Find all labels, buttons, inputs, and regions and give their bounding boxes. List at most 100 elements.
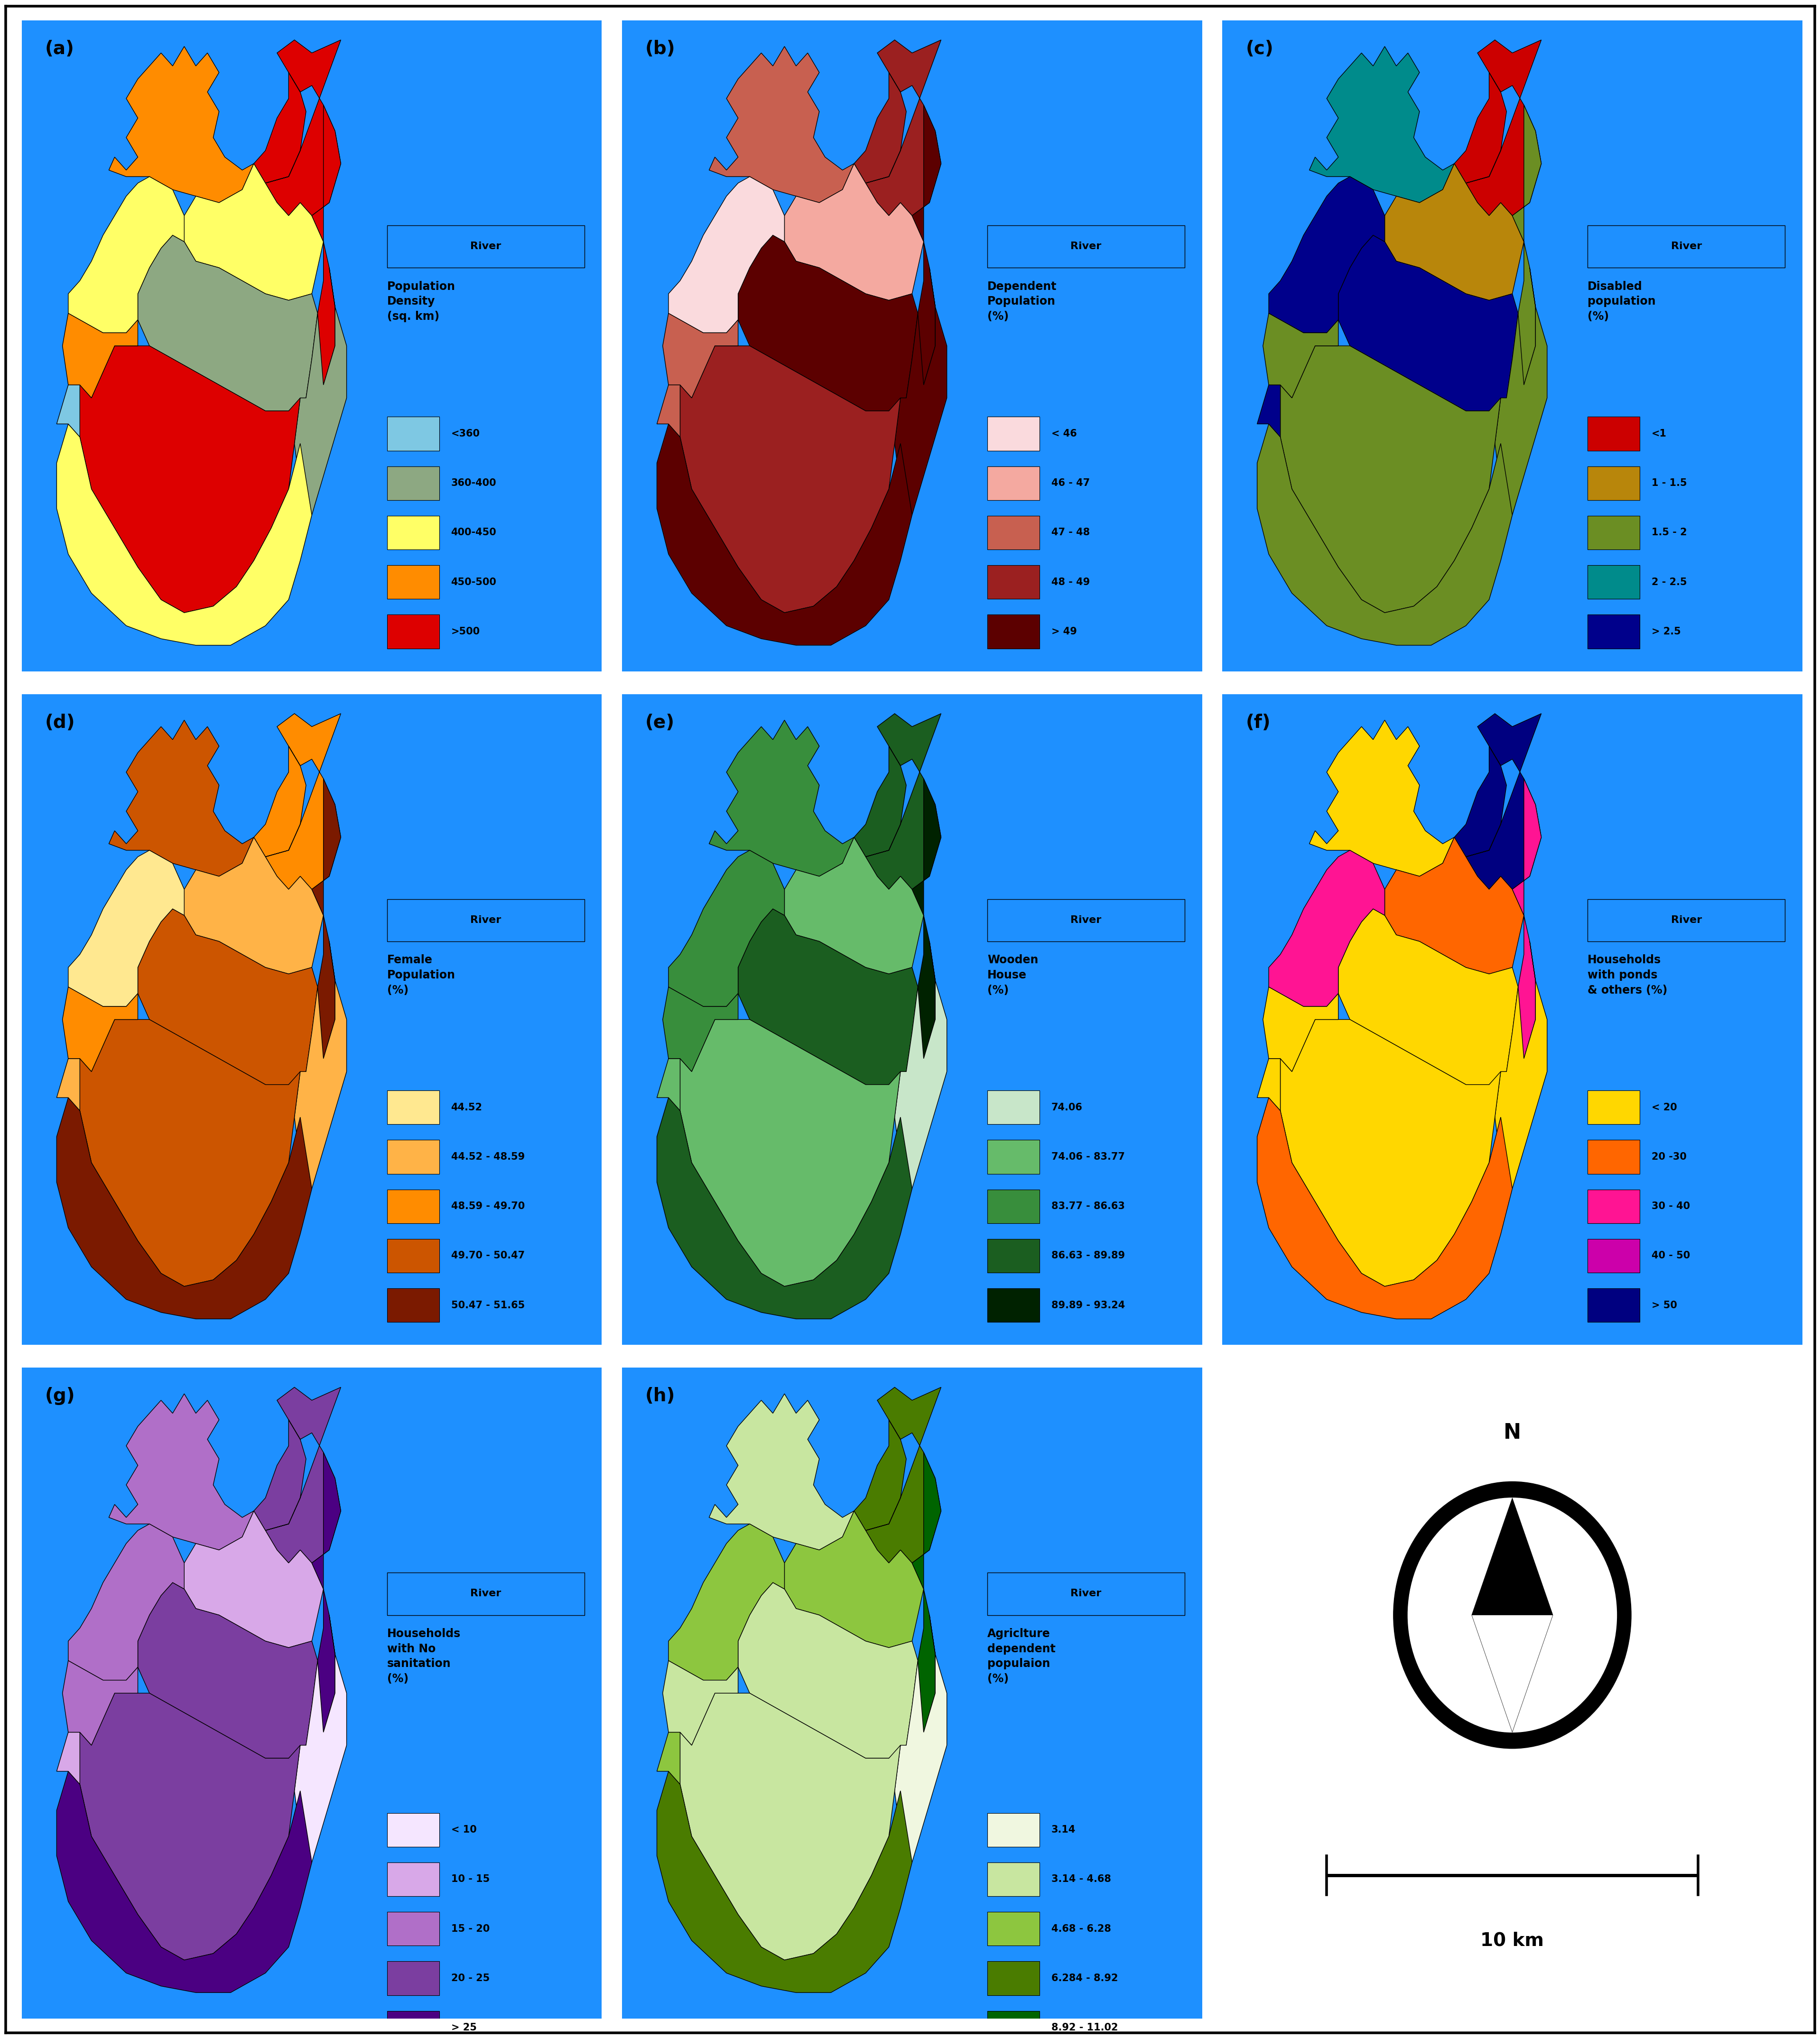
FancyBboxPatch shape	[1587, 1240, 1640, 1272]
Polygon shape	[1258, 424, 1512, 644]
FancyBboxPatch shape	[388, 1813, 439, 1847]
Polygon shape	[1221, 20, 1802, 671]
FancyBboxPatch shape	[1587, 614, 1640, 648]
Text: <360: <360	[451, 428, 480, 438]
Text: Wooden
House
(%): Wooden House (%)	[986, 954, 1037, 995]
Text: (a): (a)	[46, 41, 75, 57]
Polygon shape	[80, 347, 300, 612]
Text: Dependent
Population
(%): Dependent Population (%)	[986, 281, 1057, 322]
Text: 89.89 - 93.24: 89.89 - 93.24	[1050, 1301, 1125, 1309]
Text: 48 - 49: 48 - 49	[1050, 577, 1090, 587]
Polygon shape	[62, 314, 138, 398]
FancyBboxPatch shape	[1587, 467, 1640, 500]
Text: (e): (e)	[644, 714, 675, 732]
Text: < 20: < 20	[1651, 1103, 1676, 1111]
Polygon shape	[67, 177, 184, 332]
Text: 20 -30: 20 -30	[1651, 1152, 1685, 1162]
Text: Population
Density
(sq. km): Population Density (sq. km)	[388, 281, 455, 322]
Polygon shape	[894, 267, 946, 516]
Polygon shape	[67, 1523, 184, 1680]
Polygon shape	[1269, 177, 1385, 332]
Polygon shape	[56, 347, 115, 436]
Polygon shape	[67, 850, 184, 1007]
Text: 10 - 15: 10 - 15	[451, 1874, 490, 1884]
Text: 74.06 - 83.77: 74.06 - 83.77	[1050, 1152, 1125, 1162]
Text: 46 - 47: 46 - 47	[1050, 479, 1090, 487]
Polygon shape	[710, 47, 854, 202]
Polygon shape	[1263, 987, 1338, 1073]
Polygon shape	[622, 1368, 1201, 2019]
Polygon shape	[253, 41, 340, 216]
Polygon shape	[1338, 909, 1518, 1085]
Text: Agriclture
dependent
populaion
(%): Agriclture dependent populaion (%)	[986, 1627, 1056, 1684]
Polygon shape	[1309, 47, 1454, 202]
Text: 40 - 50: 40 - 50	[1651, 1252, 1689, 1260]
Text: 2 - 2.5: 2 - 2.5	[1651, 577, 1687, 587]
FancyBboxPatch shape	[986, 1189, 1039, 1223]
FancyBboxPatch shape	[1587, 416, 1640, 451]
Text: River: River	[1070, 916, 1101, 924]
Text: 3.14: 3.14	[1050, 1825, 1076, 1835]
Polygon shape	[1385, 838, 1523, 975]
Polygon shape	[184, 163, 324, 300]
Polygon shape	[109, 720, 253, 877]
Polygon shape	[784, 1511, 923, 1648]
Polygon shape	[854, 714, 941, 889]
Text: River: River	[1070, 1588, 1101, 1599]
Text: 50.47 - 51.65: 50.47 - 51.65	[451, 1301, 524, 1309]
FancyBboxPatch shape	[388, 467, 439, 500]
Polygon shape	[1385, 163, 1523, 300]
FancyBboxPatch shape	[1587, 226, 1784, 267]
FancyBboxPatch shape	[986, 226, 1185, 267]
Text: 74.06: 74.06	[1050, 1103, 1083, 1111]
FancyBboxPatch shape	[986, 1962, 1039, 1996]
Text: < 46: < 46	[1050, 428, 1076, 438]
Text: River: River	[1671, 241, 1702, 251]
FancyBboxPatch shape	[388, 416, 439, 451]
FancyBboxPatch shape	[388, 1240, 439, 1272]
Polygon shape	[657, 347, 715, 436]
FancyBboxPatch shape	[986, 565, 1039, 599]
Polygon shape	[295, 1615, 346, 1862]
Polygon shape	[854, 1387, 941, 1564]
Polygon shape	[1263, 314, 1338, 398]
Polygon shape	[906, 1452, 941, 1745]
Polygon shape	[710, 720, 854, 877]
FancyBboxPatch shape	[986, 1572, 1185, 1615]
Text: > 50: > 50	[1651, 1301, 1676, 1309]
Polygon shape	[894, 1615, 946, 1862]
Text: 44.52: 44.52	[451, 1103, 482, 1111]
Text: 49.70 - 50.47: 49.70 - 50.47	[451, 1252, 524, 1260]
Polygon shape	[681, 1692, 901, 1959]
Text: (g): (g)	[46, 1387, 75, 1405]
FancyBboxPatch shape	[986, 416, 1039, 451]
Polygon shape	[56, 1097, 311, 1319]
Text: 48.59 - 49.70: 48.59 - 49.70	[451, 1201, 524, 1211]
Text: N: N	[1503, 1423, 1522, 1444]
Polygon shape	[657, 424, 912, 644]
Text: Households
with ponds
& others (%): Households with ponds & others (%)	[1587, 954, 1667, 995]
Polygon shape	[295, 267, 346, 516]
FancyBboxPatch shape	[388, 1572, 584, 1615]
FancyBboxPatch shape	[388, 516, 439, 551]
FancyBboxPatch shape	[1587, 516, 1640, 551]
Polygon shape	[56, 1692, 115, 1784]
Text: (h): (h)	[644, 1387, 675, 1405]
Text: River: River	[1671, 916, 1702, 924]
Text: 47 - 48: 47 - 48	[1050, 528, 1090, 538]
Text: 10 km: 10 km	[1480, 1931, 1543, 1949]
FancyBboxPatch shape	[388, 226, 584, 267]
Polygon shape	[62, 987, 138, 1073]
FancyBboxPatch shape	[388, 565, 439, 599]
Polygon shape	[906, 779, 941, 1073]
Polygon shape	[662, 314, 737, 398]
Text: 8.92 - 11.02: 8.92 - 11.02	[1050, 2023, 1117, 2033]
Polygon shape	[657, 1772, 912, 1992]
Polygon shape	[681, 347, 901, 612]
Text: 450-500: 450-500	[451, 577, 497, 587]
FancyBboxPatch shape	[388, 2010, 439, 2039]
Polygon shape	[1258, 1097, 1512, 1319]
Polygon shape	[710, 1395, 854, 1550]
Polygon shape	[1338, 234, 1518, 412]
Polygon shape	[784, 163, 923, 300]
